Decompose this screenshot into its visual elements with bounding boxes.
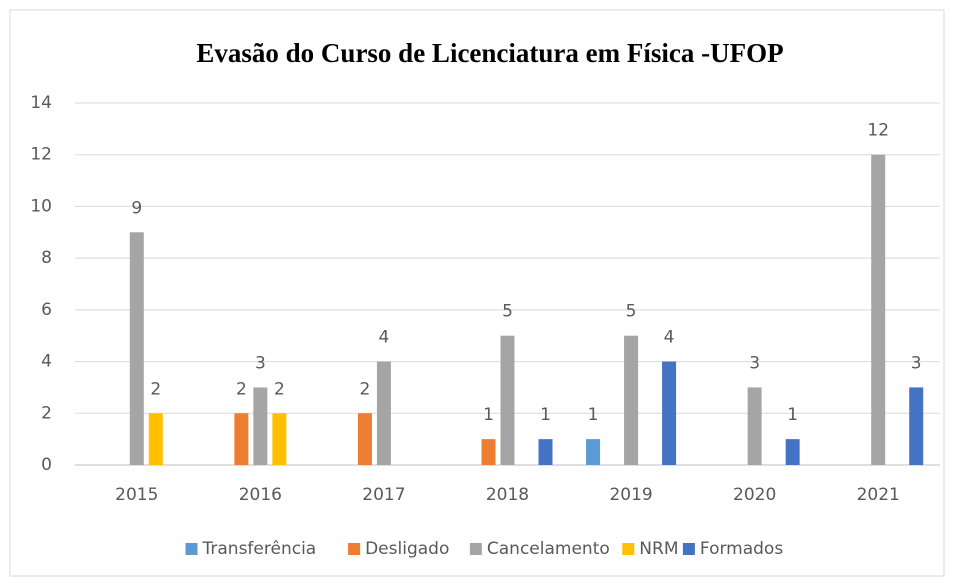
bar (662, 361, 677, 465)
bar (586, 439, 601, 465)
legend-label: Transferência (202, 539, 317, 559)
legend-label: Desligado (365, 539, 449, 559)
x-tick-label: 2016 (239, 485, 282, 505)
y-tick-label: 10 (30, 196, 52, 216)
legend-label: Cancelamento (487, 539, 610, 559)
data-label: 9 (131, 198, 142, 218)
bar (234, 413, 249, 465)
legend-label: NRM (639, 539, 678, 559)
bar (500, 335, 515, 465)
bar (747, 387, 762, 465)
data-label: 1 (540, 405, 551, 425)
x-tick-label: 2021 (857, 485, 900, 505)
bar (148, 413, 163, 465)
y-tick-label: 4 (41, 352, 52, 372)
data-label: 3 (255, 353, 266, 373)
bar (624, 335, 639, 465)
data-label: 2 (274, 379, 285, 399)
data-label: 3 (911, 353, 922, 373)
x-tick-label: 2017 (362, 485, 405, 505)
data-label: 3 (749, 353, 760, 373)
bar (909, 387, 924, 465)
y-tick-label: 6 (41, 300, 52, 320)
x-tick-label: 2018 (486, 485, 529, 505)
data-label: 1 (588, 405, 599, 425)
bar (129, 232, 144, 465)
bar (253, 387, 268, 465)
bar (376, 361, 391, 465)
legend-label: Formados (700, 539, 783, 559)
legend-swatch (469, 543, 482, 555)
data-label: 1 (483, 405, 494, 425)
chart-title: Evasão do Curso de Licenciatura em Físic… (196, 38, 783, 68)
legend-swatch (622, 543, 635, 555)
data-label: 2 (150, 379, 161, 399)
legend-swatch (348, 543, 361, 555)
x-tick-label: 2019 (609, 485, 652, 505)
x-tick-label: 2015 (115, 485, 158, 505)
data-label: 4 (664, 328, 675, 348)
legend-swatch (682, 543, 695, 555)
data-label: 5 (626, 302, 637, 322)
bar (785, 439, 800, 465)
y-tick-label: 2 (41, 403, 52, 423)
legend-swatch (185, 543, 198, 555)
data-label: 2 (236, 379, 247, 399)
chart-frame (9, 9, 945, 577)
data-label: 4 (379, 328, 390, 348)
bar (357, 413, 372, 465)
data-label: 5 (502, 302, 513, 322)
bar (272, 413, 287, 465)
data-label: 12 (867, 121, 889, 141)
bar (871, 154, 886, 465)
y-tick-label: 12 (30, 145, 52, 165)
bar (538, 439, 553, 465)
data-label: 1 (787, 405, 798, 425)
x-tick-label: 2020 (733, 485, 776, 505)
y-tick-label: 0 (41, 455, 52, 475)
data-label: 2 (360, 379, 371, 399)
y-tick-label: 14 (30, 93, 52, 113)
y-tick-label: 8 (41, 248, 52, 268)
bar (481, 439, 496, 465)
